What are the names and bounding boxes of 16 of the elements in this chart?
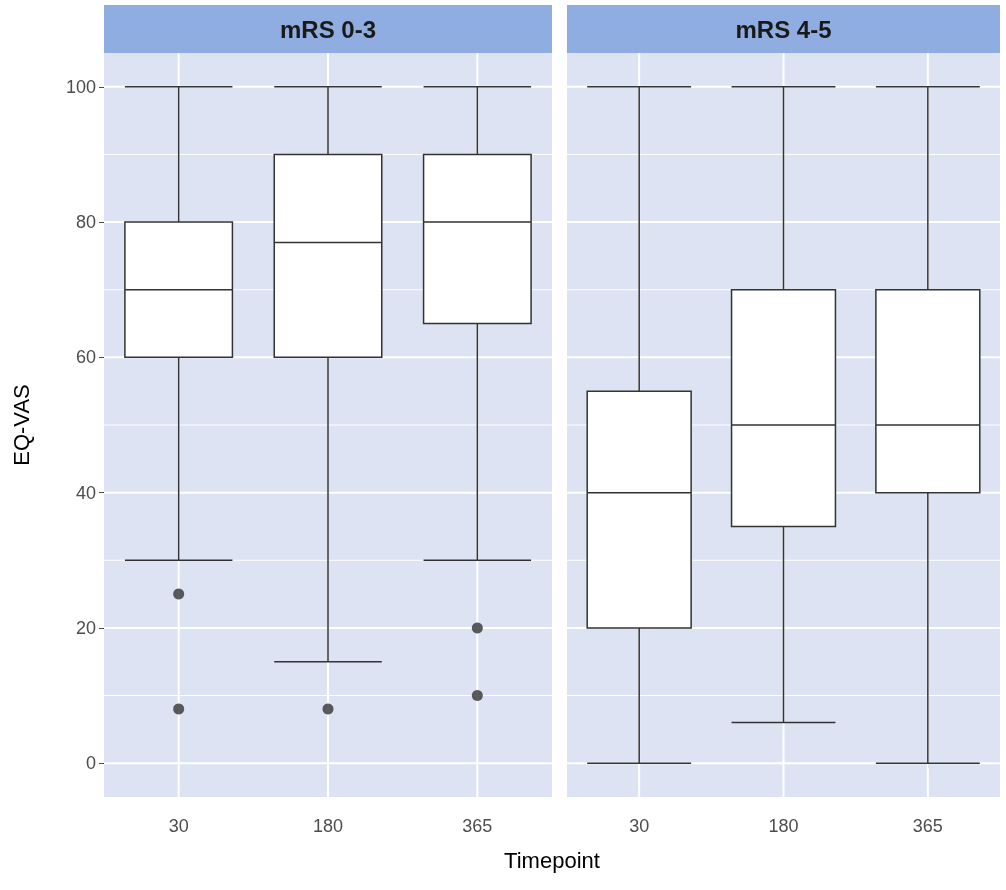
y-tick-label: 80 (75, 212, 96, 233)
chart-title: mRS 4-5 (735, 15, 832, 43)
x-tick-label: 365 (462, 816, 493, 836)
chart-title: mRS 0-3 (279, 15, 377, 43)
y-axis-title: EQ-VAS (8, 384, 34, 466)
x-tick-label: 365 (912, 816, 943, 836)
y-tick-label: 100 (65, 76, 96, 97)
y-tick-label: 0 (85, 753, 96, 774)
y-tick-label: 20 (75, 617, 96, 638)
x-tick-label: 180 (768, 816, 799, 836)
x-axis-title: Timepoint (503, 848, 601, 874)
x-tick-label: 180 (312, 816, 344, 836)
y-tick-label: 40 (75, 482, 96, 503)
x-tick-label: 30 (629, 816, 650, 836)
y-tick-label: 60 (75, 347, 96, 368)
x-tick-label: 30 (168, 816, 189, 836)
